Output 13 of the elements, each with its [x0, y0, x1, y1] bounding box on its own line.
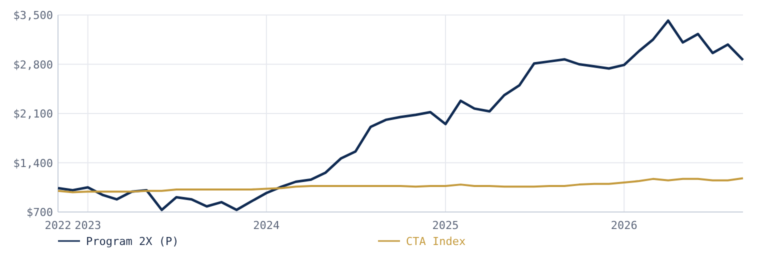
x-tick-label: 2025: [432, 219, 459, 232]
y-tick-label: $700: [26, 206, 53, 219]
legend-label: Program 2X (P): [86, 235, 179, 248]
x-tick-label: 2022: [44, 219, 72, 232]
x-tick-label: 2024: [253, 219, 280, 232]
y-tick-label: $2,100: [13, 108, 53, 120]
line-series: [57, 177, 744, 194]
legend-label: CTA Index: [406, 235, 466, 248]
y-tick-label: $1,400: [13, 156, 53, 170]
x-tick-label: 2026: [610, 219, 638, 232]
x-tick-label: 2023: [74, 219, 102, 232]
y-tick-label: $2,800: [13, 58, 53, 72]
y-tick-label: $3,500: [13, 9, 53, 22]
